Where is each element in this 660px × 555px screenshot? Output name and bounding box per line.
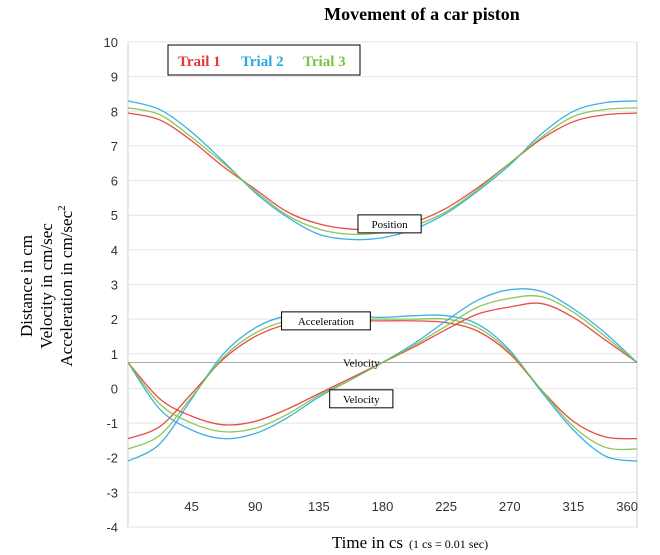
y-tick-label: 3 (111, 278, 118, 293)
y-axis-label-2: Velocity in cm/sec (37, 223, 56, 349)
y-tick-label: 8 (111, 104, 118, 119)
x-tick-layer: 45 90 135 180 225 270 315 360 (184, 499, 638, 514)
chart-title: Movement of a car piston (324, 4, 520, 24)
series-line-acceleration-trial-2 (127, 313, 638, 462)
annotation-velocity: Velocity (329, 389, 394, 409)
annotation-box (281, 311, 371, 331)
x-axis-label-text: Time in cs (332, 533, 403, 552)
y-axis-label: Distance in cm (17, 235, 36, 337)
y-tick-label: 6 (111, 174, 118, 189)
legend-item-trial-2: Trial 2 (241, 54, 284, 70)
x-tick-label: 135 (308, 499, 330, 514)
legend: Trail 1 Trial 2 Trial 3 (167, 44, 361, 76)
y-axis-label-line-1: Distance in cm (17, 235, 36, 337)
series-line-acceleration-trial-3 (127, 316, 638, 451)
annotation-acceleration: Acceleration (281, 311, 371, 331)
x-tick-label: 360 (616, 499, 638, 514)
y-tick-label: 4 (111, 243, 118, 258)
y-tick-label: -3 (106, 485, 118, 500)
annotation-label: Velocity (343, 357, 380, 369)
y-tick-label: 1 (111, 347, 118, 362)
annotation-box (357, 214, 422, 234)
series-line-position-trial-2 (127, 100, 638, 241)
y-tick-label: -4 (106, 520, 118, 535)
y-tick-label: 5 (111, 208, 118, 223)
x-tick-label: 90 (248, 499, 262, 514)
y-axis-label-line-3-text: Acceleration in cm/sec (57, 210, 76, 366)
x-tick-label: 315 (563, 499, 585, 514)
x-axis-label: Time in cs (1 cs = 0.01 sec) (332, 533, 488, 552)
x-tick-label: 225 (435, 499, 457, 514)
y-axis-label-line-3: Acceleration in cm/sec2 (56, 205, 76, 366)
annotation-velocity: Velocity (343, 357, 380, 369)
x-tick-label: 45 (184, 499, 198, 514)
series-line-velocity-trial-3 (127, 295, 638, 433)
y-tick-label: 9 (111, 70, 118, 85)
y-axis-label-3: Acceleration in cm/sec2 (56, 205, 76, 366)
y-tick-label: 10 (104, 35, 118, 50)
y-tick-label: 2 (111, 312, 118, 327)
y-axis-label-superscript: 2 (56, 205, 68, 211)
annotation-position: Position (357, 214, 422, 234)
annotation-box (329, 389, 394, 409)
y-tick-label: 0 (111, 381, 118, 396)
legend-box (167, 44, 361, 76)
x-tick-label: 180 (372, 499, 394, 514)
y-tick-layer: -4 -3 -2 -1 0 1 2 3 4 5 6 7 8 9 10 (104, 35, 118, 535)
y-tick-label: -1 (106, 416, 118, 431)
annotation-layer: Position Acceleration Velocity Velocity (281, 214, 422, 409)
y-tick-label: -2 (106, 451, 118, 466)
x-tick-label: 270 (499, 499, 521, 514)
annotation-label: Position (372, 219, 409, 231)
y-axis-label-line-2: Velocity in cm/sec (37, 223, 56, 349)
annotation-label: Velocity (343, 394, 380, 406)
y-tick-label: 7 (111, 139, 118, 154)
legend-item-trial-3: Trial 3 (303, 54, 346, 70)
legend-item-trail-1: Trail 1 (178, 54, 221, 70)
x-axis-label-note: (1 cs = 0.01 sec) (409, 537, 488, 551)
annotation-label: Acceleration (298, 316, 355, 328)
